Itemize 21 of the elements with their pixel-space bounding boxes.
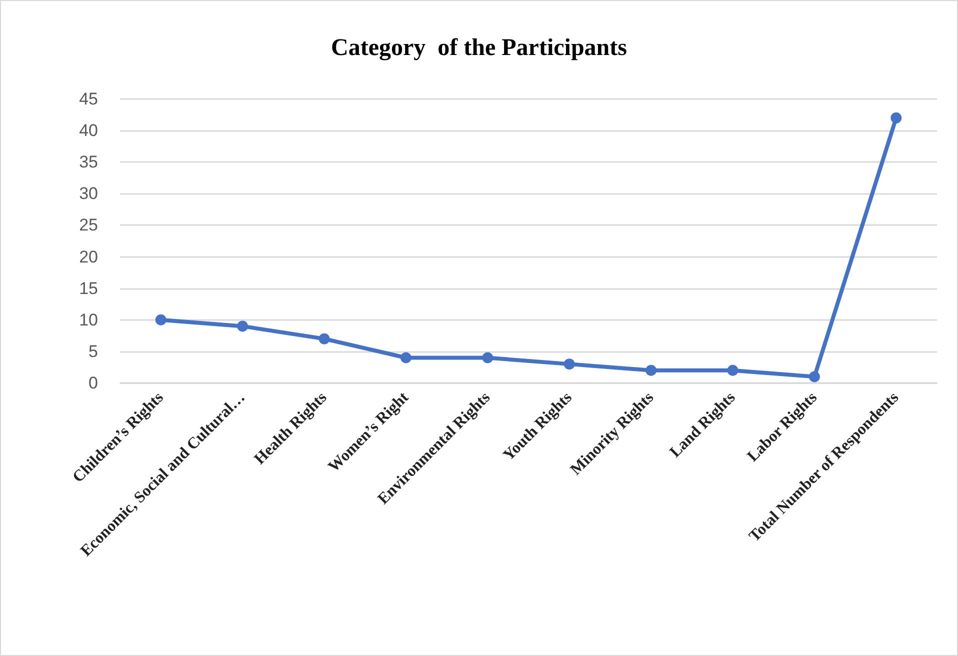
y-tick-label: 15 bbox=[79, 278, 98, 298]
point bbox=[237, 320, 248, 332]
point bbox=[155, 314, 166, 326]
point bbox=[318, 333, 330, 344]
y-tick-label: 40 bbox=[79, 121, 98, 140]
point bbox=[400, 352, 412, 364]
point bbox=[482, 352, 494, 364]
y-tick-label: 45 bbox=[79, 90, 98, 108]
chart-title: Category of the Participants bbox=[331, 35, 627, 61]
point bbox=[727, 364, 738, 376]
y-tick-label: 20 bbox=[79, 247, 98, 266]
point bbox=[646, 364, 657, 376]
y-tick-label: 30 bbox=[79, 184, 98, 204]
y-tick-label: 10 bbox=[79, 310, 98, 330]
point bbox=[564, 358, 575, 370]
y-tick-label: 35 bbox=[79, 152, 98, 172]
y-tick-label: 5 bbox=[88, 342, 98, 361]
y-tick-label: 0 bbox=[88, 374, 98, 392]
y-tick-label: 25 bbox=[79, 216, 98, 235]
point bbox=[808, 371, 820, 382]
point bbox=[890, 112, 902, 124]
